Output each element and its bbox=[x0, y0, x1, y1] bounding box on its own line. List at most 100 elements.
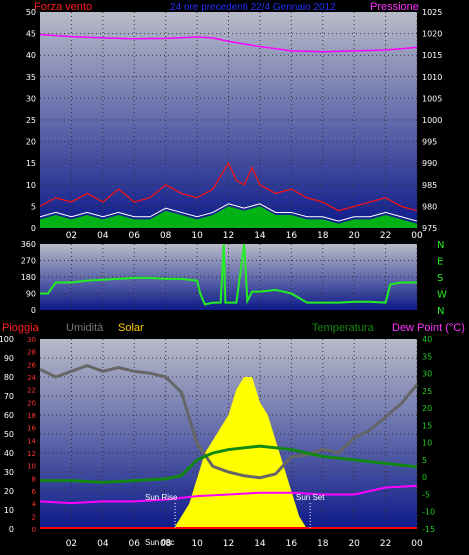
humidity-y-tick-label: 30 bbox=[4, 468, 14, 477]
bottom-x-tick-label: 06 bbox=[129, 539, 141, 549]
temp-y-tick-label: 30 bbox=[422, 370, 432, 379]
bottom-x-tick-label: 08 bbox=[160, 539, 172, 549]
pressure-y-tick-label: 975 bbox=[422, 224, 437, 233]
rain-y-tick-label: 18 bbox=[27, 412, 36, 420]
rain-y-tick-label: 20 bbox=[27, 399, 36, 407]
pressure-y-tick-label: 980 bbox=[422, 202, 437, 211]
rain-y-tick-label: 14 bbox=[27, 437, 36, 445]
pressure-y-tick-label: 990 bbox=[422, 159, 437, 168]
rain-y-tick-label: 4 bbox=[32, 501, 37, 509]
sunrise-label: Sun Rise bbox=[145, 493, 178, 502]
dir-y-tick-label: 90 bbox=[26, 290, 36, 299]
solar-area bbox=[173, 377, 308, 529]
temperature-label: Temperatura bbox=[312, 322, 375, 334]
wind-y-tick-label: 20 bbox=[26, 138, 36, 147]
humidity-y-tick-label: 10 bbox=[4, 506, 14, 515]
dir-compass-label: E bbox=[437, 257, 443, 268]
pressure-y-tick-label: 995 bbox=[422, 138, 437, 147]
wind-y-tick-label: 5 bbox=[31, 202, 36, 211]
wind-y-tick-label: 0 bbox=[31, 224, 36, 233]
dir-compass-label: W bbox=[437, 290, 447, 301]
date-label: 24 ore precedenti 22/4 Gennaio 2012 bbox=[170, 2, 336, 13]
wind-x-tick-label: 20 bbox=[348, 231, 360, 241]
wind-x-tick-label: 04 bbox=[97, 231, 109, 241]
temp-y-tick-label: -5 bbox=[422, 490, 430, 499]
bottom-x-tick-label: 10 bbox=[191, 539, 203, 549]
humidity-y-tick-label: 70 bbox=[4, 392, 14, 401]
bottom-x-tick-label: 12 bbox=[223, 539, 234, 549]
temp-y-tick-label: -15 bbox=[422, 525, 435, 534]
rain-y-tick-label: 16 bbox=[27, 425, 36, 433]
temp-y-tick-label: 15 bbox=[422, 421, 432, 430]
pressure-y-tick-label: 1000 bbox=[422, 116, 442, 125]
bottom-x-tick-label: 20 bbox=[348, 539, 360, 549]
dir-y-tick-label: 360 bbox=[21, 240, 36, 249]
wind-y-tick-label: 30 bbox=[26, 94, 36, 103]
rain-y-tick-label: 0 bbox=[32, 526, 36, 534]
wind-y-tick-label: 50 bbox=[26, 8, 36, 17]
rain-y-tick-label: 2 bbox=[32, 513, 36, 521]
bottom-x-tick-label: 18 bbox=[317, 539, 329, 549]
rain-y-tick-label: 26 bbox=[27, 361, 36, 369]
rain-label: Pioggia bbox=[2, 322, 40, 334]
wind-x-tick-label: 18 bbox=[317, 231, 329, 241]
bottom-x-tick-label: 22 bbox=[380, 539, 391, 549]
bottom-x-tick-label: 02 bbox=[66, 539, 77, 549]
temperature-line bbox=[40, 444, 418, 484]
humidity-y-tick-label: 80 bbox=[4, 373, 14, 382]
wind-y-tick-label: 15 bbox=[26, 159, 36, 168]
temp-y-tick-label: 0 bbox=[422, 473, 427, 482]
bottom-x-tick-label: 00 bbox=[411, 539, 423, 549]
wind-x-tick-label: 08 bbox=[160, 231, 172, 241]
dir-y-tick-label: 0 bbox=[31, 306, 36, 315]
pressure-y-tick-label: 985 bbox=[422, 181, 437, 190]
rain-y-tick-label: 30 bbox=[27, 336, 36, 344]
wind-x-tick-label: 14 bbox=[254, 231, 266, 241]
humidity-y-tick-label: 20 bbox=[4, 487, 14, 496]
rain-y-tick-label: 24 bbox=[27, 374, 36, 382]
bottom-x-tick-label: 16 bbox=[286, 539, 298, 549]
wind-y-tick-label: 45 bbox=[26, 30, 36, 39]
bottom-x-tick-label: 04 bbox=[97, 539, 109, 549]
wind-x-tick-label: 16 bbox=[286, 231, 298, 241]
dir-y-tick-label: 270 bbox=[21, 257, 36, 266]
sunrise-time-label: Sun 08c bbox=[145, 538, 174, 547]
temp-y-tick-label: 5 bbox=[422, 456, 427, 465]
bottom-x-tick-label: 14 bbox=[254, 539, 266, 549]
humidity-y-tick-label: 40 bbox=[4, 449, 14, 458]
humidity-label: Umidità bbox=[66, 322, 104, 334]
dewpoint-line bbox=[39, 484, 418, 505]
dewpoint-label: Dew Point (°C) bbox=[392, 322, 465, 334]
wind-y-tick-label: 25 bbox=[26, 116, 36, 125]
solar-label: Solar bbox=[118, 322, 144, 334]
wind-y-tick-label: 35 bbox=[26, 73, 36, 82]
pressure-label: Pressione bbox=[370, 1, 419, 13]
humidity-y-tick-label: 0 bbox=[9, 525, 14, 534]
wind-label: Forza vento bbox=[34, 1, 92, 13]
humidity-y-tick-label: 50 bbox=[4, 430, 14, 439]
dir-y-tick-label: 180 bbox=[21, 273, 36, 282]
wind-y-tick-label: 40 bbox=[26, 51, 36, 60]
wind-avg-area bbox=[40, 206, 417, 228]
temp-y-tick-label: 25 bbox=[422, 387, 432, 396]
wind-x-tick-label: 10 bbox=[191, 231, 203, 241]
wind-gust-line bbox=[39, 161, 418, 212]
pressure-y-tick-label: 1015 bbox=[422, 51, 442, 60]
dir-compass-label: S bbox=[437, 273, 443, 284]
wind-x-tick-label: 06 bbox=[129, 231, 141, 241]
rain-y-tick-label: 12 bbox=[27, 450, 36, 458]
rain-y-tick-label: 6 bbox=[32, 488, 37, 496]
pressure-y-tick-label: 1010 bbox=[422, 73, 442, 82]
dir-compass-label: N bbox=[437, 240, 444, 251]
wind-x-tick-label: 02 bbox=[66, 231, 77, 241]
temp-y-tick-label: 10 bbox=[422, 439, 432, 448]
pressure-line bbox=[39, 33, 418, 53]
humidity-y-tick-label: 100 bbox=[0, 335, 14, 344]
pressure-y-tick-label: 1025 bbox=[422, 8, 442, 17]
rain-y-tick-label: 28 bbox=[27, 349, 36, 357]
pressure-y-tick-label: 1020 bbox=[422, 30, 442, 39]
wind-x-tick-label: 22 bbox=[380, 231, 391, 241]
temp-y-tick-label: 35 bbox=[422, 352, 432, 361]
dir-compass-label: N bbox=[437, 306, 444, 317]
